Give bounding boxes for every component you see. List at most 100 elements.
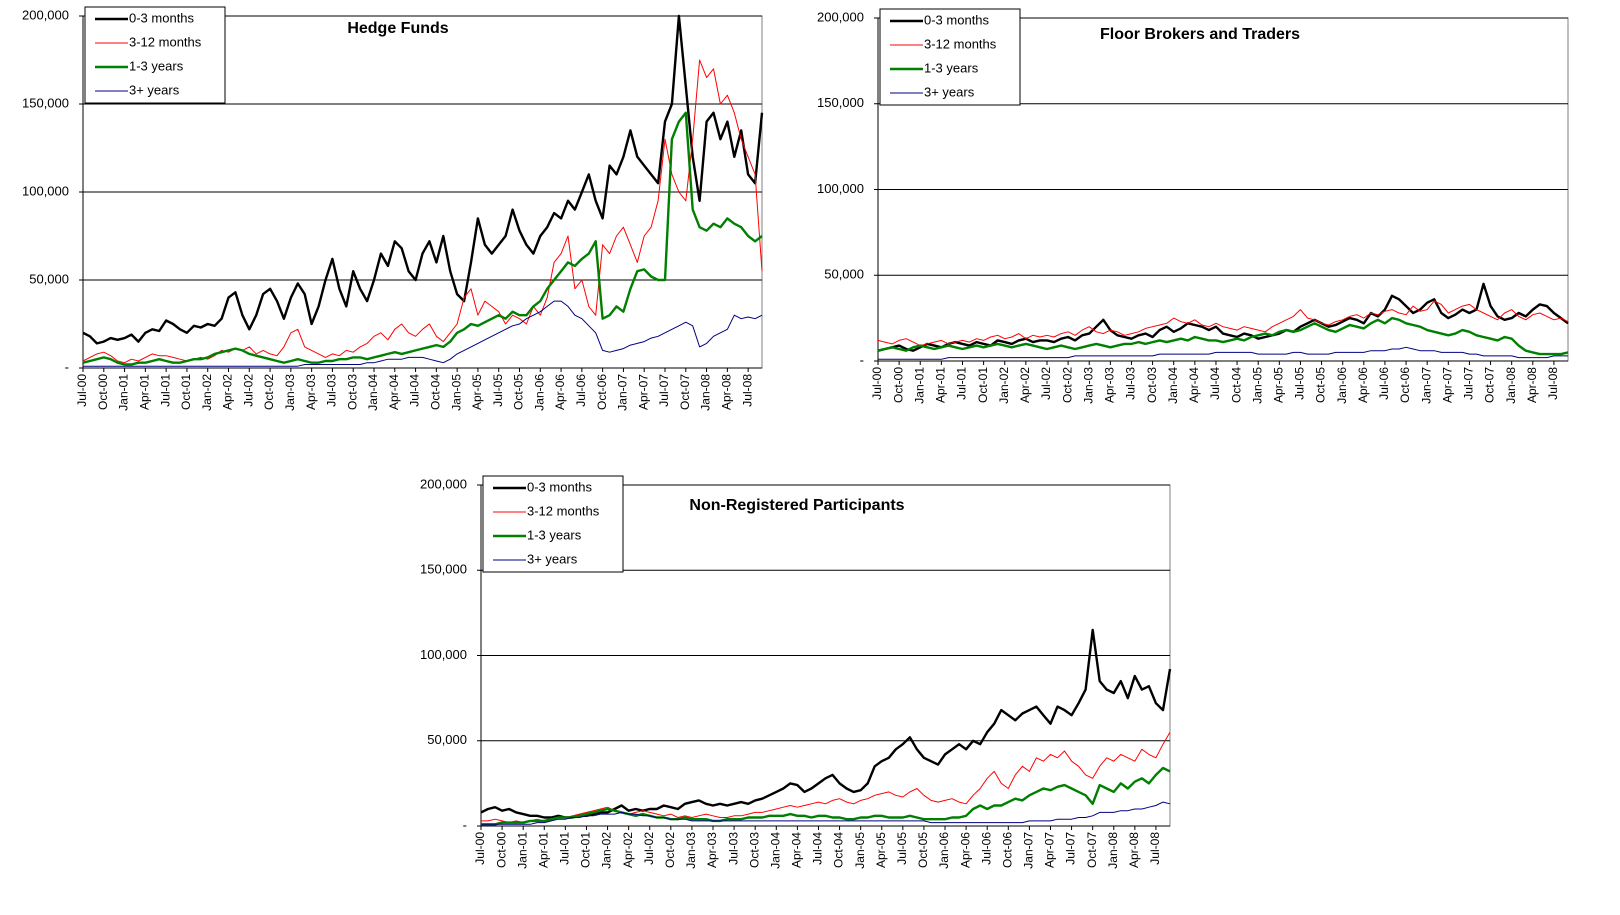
x-tick-label: Oct-03 <box>747 832 761 868</box>
x-tick-label: Apr-07 <box>1440 367 1454 403</box>
x-tick-label: Jan-08 <box>699 374 713 411</box>
x-tick-label: Jul-03 <box>325 374 339 407</box>
x-tick-label: Apr-03 <box>1103 367 1117 403</box>
x-tick-label: Oct-02 <box>663 832 677 868</box>
x-tick-label: Oct-07 <box>1085 832 1099 868</box>
chart: - 50,000 100,000 150,000 200,000 Jul-00 Oct-00… <box>817 8 1569 404</box>
y-tick-label: 150,000 <box>22 95 69 110</box>
x-tick-label: Oct-00 <box>891 367 905 403</box>
series-line <box>481 731 1171 824</box>
x-tick-label: Jul-00 <box>473 832 487 865</box>
legend-label: 0-3 months <box>527 479 593 494</box>
x-tick-label: Jan-06 <box>937 832 951 869</box>
y-tick-label: - <box>463 817 467 832</box>
x-tick-label: Jan-01 <box>912 367 926 404</box>
legend-box <box>879 8 1021 106</box>
chart-title: Non-Registered Participants <box>689 497 904 514</box>
legend-label: 3+ years <box>924 84 975 99</box>
x-tick-label: Jul-05 <box>1293 367 1307 400</box>
x-tick-label: Jul-08 <box>1148 832 1162 865</box>
x-tick-label: Oct-01 <box>579 832 593 868</box>
x-tick-label: Jan-05 <box>853 832 867 869</box>
y-tick-label: 50,000 <box>29 271 69 286</box>
x-tick-label: Jul-00 <box>870 367 884 400</box>
x-tick-label: Apr-06 <box>958 832 972 868</box>
x-tick-label: Apr-06 <box>553 374 567 410</box>
x-tick-label: Oct-05 <box>916 832 930 868</box>
x-tick-label: Jan-02 <box>997 367 1011 404</box>
x-tick-label: Jul-08 <box>740 374 754 407</box>
x-tick-label: Jan-02 <box>200 374 214 411</box>
y-tick-label: 100,000 <box>22 183 69 198</box>
x-tick-label: Oct-04 <box>429 374 443 410</box>
x-tick-label: Jan-01 <box>515 832 529 869</box>
x-tick-label: Jan-07 <box>1022 832 1036 869</box>
x-tick-label: Oct-06 <box>595 374 609 410</box>
x-tick-label: Jul-06 <box>574 374 588 407</box>
x-tick-label: Jul-04 <box>811 832 825 865</box>
series-line <box>877 300 1569 347</box>
series-line <box>480 628 1172 819</box>
x-tick-label: Jul-00 <box>75 374 89 407</box>
x-tick-label: Apr-05 <box>470 374 484 410</box>
y-tick-label: 150,000 <box>817 95 864 110</box>
x-tick-label: Jul-05 <box>895 832 909 865</box>
x-tick-label: Oct-03 <box>345 374 359 410</box>
x-tick-label: Oct-06 <box>1398 367 1412 403</box>
x-tick-label: Jul-01 <box>558 832 572 865</box>
x-tick-label: Jul-06 <box>979 832 993 865</box>
x-tick-label: Apr-01 <box>536 832 550 868</box>
x-tick-label: Oct-03 <box>1145 367 1159 403</box>
x-tick-label: Jul-01 <box>955 367 969 400</box>
x-tick-label: Apr-03 <box>304 374 318 410</box>
x-tick-label: Oct-01 <box>179 374 193 410</box>
x-tick-label: Oct-07 <box>678 374 692 410</box>
chart-title: Floor Brokers and Traders <box>1100 26 1300 43</box>
x-tick-label: Apr-01 <box>138 374 152 410</box>
x-tick-label: Jan-06 <box>1335 367 1349 404</box>
x-tick-label: Oct-02 <box>262 374 276 410</box>
x-tick-label: Apr-02 <box>1018 367 1032 403</box>
legend-label: 3-12 months <box>924 36 997 51</box>
x-tick-label: Jul-04 <box>408 374 422 407</box>
legend-label: 3+ years <box>129 82 180 97</box>
y-tick-label: 200,000 <box>420 476 467 491</box>
x-tick-label: Jul-02 <box>642 832 656 865</box>
x-tick-label: Jan-06 <box>532 374 546 411</box>
x-tick-label: Apr-02 <box>221 374 235 410</box>
x-tick-label: Oct-04 <box>1229 367 1243 403</box>
x-tick-label: Jan-04 <box>768 832 782 869</box>
legend-box <box>84 6 226 104</box>
x-tick-label: Jul-05 <box>491 374 505 407</box>
x-tick-label: Jan-08 <box>1504 367 1518 404</box>
x-tick-label: Oct-00 <box>96 374 110 410</box>
series-line <box>82 14 764 345</box>
x-tick-label: Oct-05 <box>1314 367 1328 403</box>
legend-label: 3-12 months <box>527 503 600 518</box>
x-tick-label: Jan-01 <box>117 374 131 411</box>
series-line <box>481 766 1171 826</box>
legend-label: 1-3 years <box>129 58 184 73</box>
legend-box <box>482 475 624 573</box>
x-tick-label: Jul-04 <box>1208 367 1222 400</box>
y-tick-label: - <box>65 359 69 374</box>
x-tick-label: Apr-06 <box>1356 367 1370 403</box>
x-tick-label: Jan-04 <box>1166 367 1180 404</box>
series-line <box>481 801 1171 825</box>
x-tick-label: Oct-04 <box>832 832 846 868</box>
legend-label: 1-3 years <box>924 60 979 75</box>
y-tick-label: - <box>860 352 864 367</box>
legend-label: 0-3 months <box>924 12 990 27</box>
x-tick-label: Jan-07 <box>616 374 630 411</box>
legend-label: 1-3 years <box>527 527 582 542</box>
x-tick-label: Jul-03 <box>726 832 740 865</box>
x-tick-label: Jan-05 <box>449 374 463 411</box>
legend-label: 0-3 months <box>129 10 195 25</box>
x-tick-label: Jul-02 <box>1039 367 1053 400</box>
x-tick-label: Apr-04 <box>790 832 804 868</box>
x-tick-label: Oct-02 <box>1060 367 1074 403</box>
x-tick-label: Jan-03 <box>1081 367 1095 404</box>
x-tick-label: Jan-03 <box>283 374 297 411</box>
legend-label: 3+ years <box>527 551 578 566</box>
